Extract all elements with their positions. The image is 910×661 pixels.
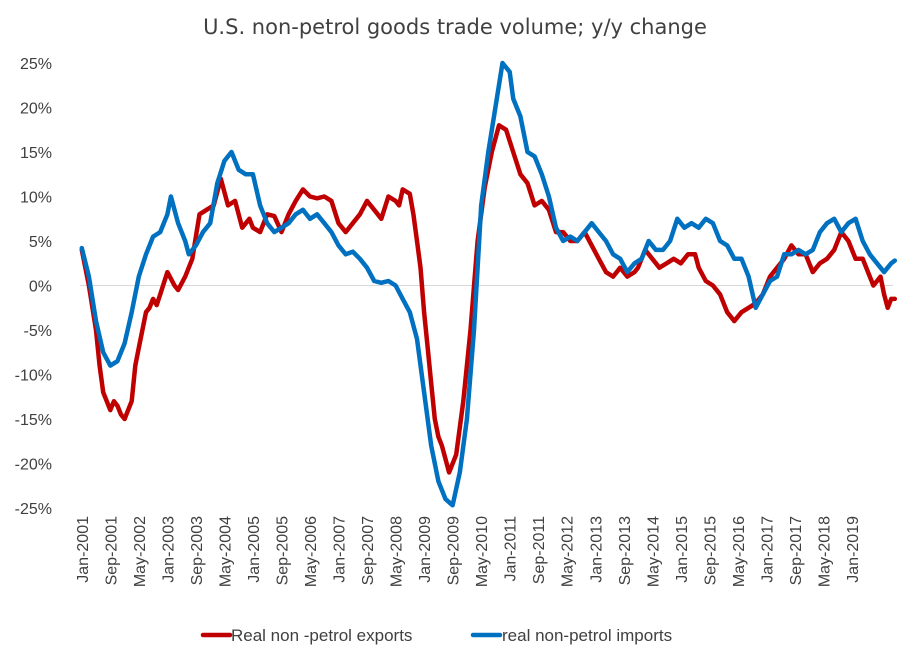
y-tick-label: -10% [15, 368, 52, 385]
x-tick-label: Jan-2007 [332, 516, 349, 583]
x-tick-label: Jan-2011 [503, 516, 520, 582]
x-tick-label: Sep-2009 [446, 516, 463, 585]
x-tick-label: Jan-2017 [759, 516, 776, 583]
x-tick-label: May-2002 [132, 516, 149, 587]
x-tick-label: Sep-2001 [103, 516, 120, 585]
x-tick-label: Sep-2011 [531, 516, 548, 584]
x-tick-label: Jan-2003 [160, 516, 177, 583]
x-tick-label: Sep-2005 [274, 516, 291, 585]
legend-label-imports: real non-petrol imports [502, 626, 672, 645]
x-tick-label: Jan-2005 [246, 516, 263, 583]
x-tick-label: Sep-2003 [189, 516, 206, 585]
x-tick-label: May-2014 [645, 516, 662, 587]
y-tick-label: 0% [29, 279, 52, 296]
x-tick-label: May-2012 [560, 516, 577, 587]
y-tick-label: -15% [15, 412, 52, 429]
y-tick-label: 15% [20, 145, 52, 162]
x-tick-label: May-2016 [731, 516, 748, 587]
x-tick-label: Sep-2015 [702, 516, 719, 585]
legend-label-exports: Real non -petrol exports [231, 626, 412, 645]
x-tick-label: Sep-2007 [360, 516, 377, 585]
y-tick-label: -25% [15, 501, 52, 518]
legend: Real non -petrol exports real non-petrol … [200, 626, 672, 645]
series-layer [79, 60, 898, 508]
x-tick-label: Sep-2017 [788, 516, 805, 585]
y-tick-label: 25% [20, 56, 52, 73]
x-tick-label: May-2006 [303, 516, 320, 587]
y-tick-label: 10% [20, 190, 52, 207]
y-axis: 25% 20% 15% 10% 5% 0% -5% -10% -15% -20% -25% [15, 56, 893, 518]
x-tick-label: Jan-2019 [845, 516, 862, 583]
x-tick-label: Sep-2013 [617, 516, 634, 585]
x-tick-label: Jan-2009 [417, 516, 434, 583]
y-tick-label: -5% [24, 323, 52, 340]
chart-title: U.S. non-petrol goods trade volume; y/y … [203, 15, 707, 39]
x-tick-label: Jan-2013 [588, 516, 605, 583]
x-tick-label: Jan-2015 [674, 516, 691, 583]
x-tick-label: May-2010 [474, 516, 491, 587]
series-line-imports [79, 60, 898, 508]
x-tick-label: May-2018 [816, 516, 833, 587]
y-tick-label: 20% [20, 101, 52, 118]
x-axis: Jan-2001 Sep-2001 May-2002 Jan-2003 Sep-2003… [75, 516, 862, 587]
x-tick-label: Jan-2001 [75, 516, 92, 583]
y-tick-label: 5% [29, 234, 52, 251]
y-tick-label: -20% [15, 457, 52, 474]
x-tick-label: May-2004 [217, 516, 234, 587]
x-tick-label: May-2008 [389, 516, 406, 587]
